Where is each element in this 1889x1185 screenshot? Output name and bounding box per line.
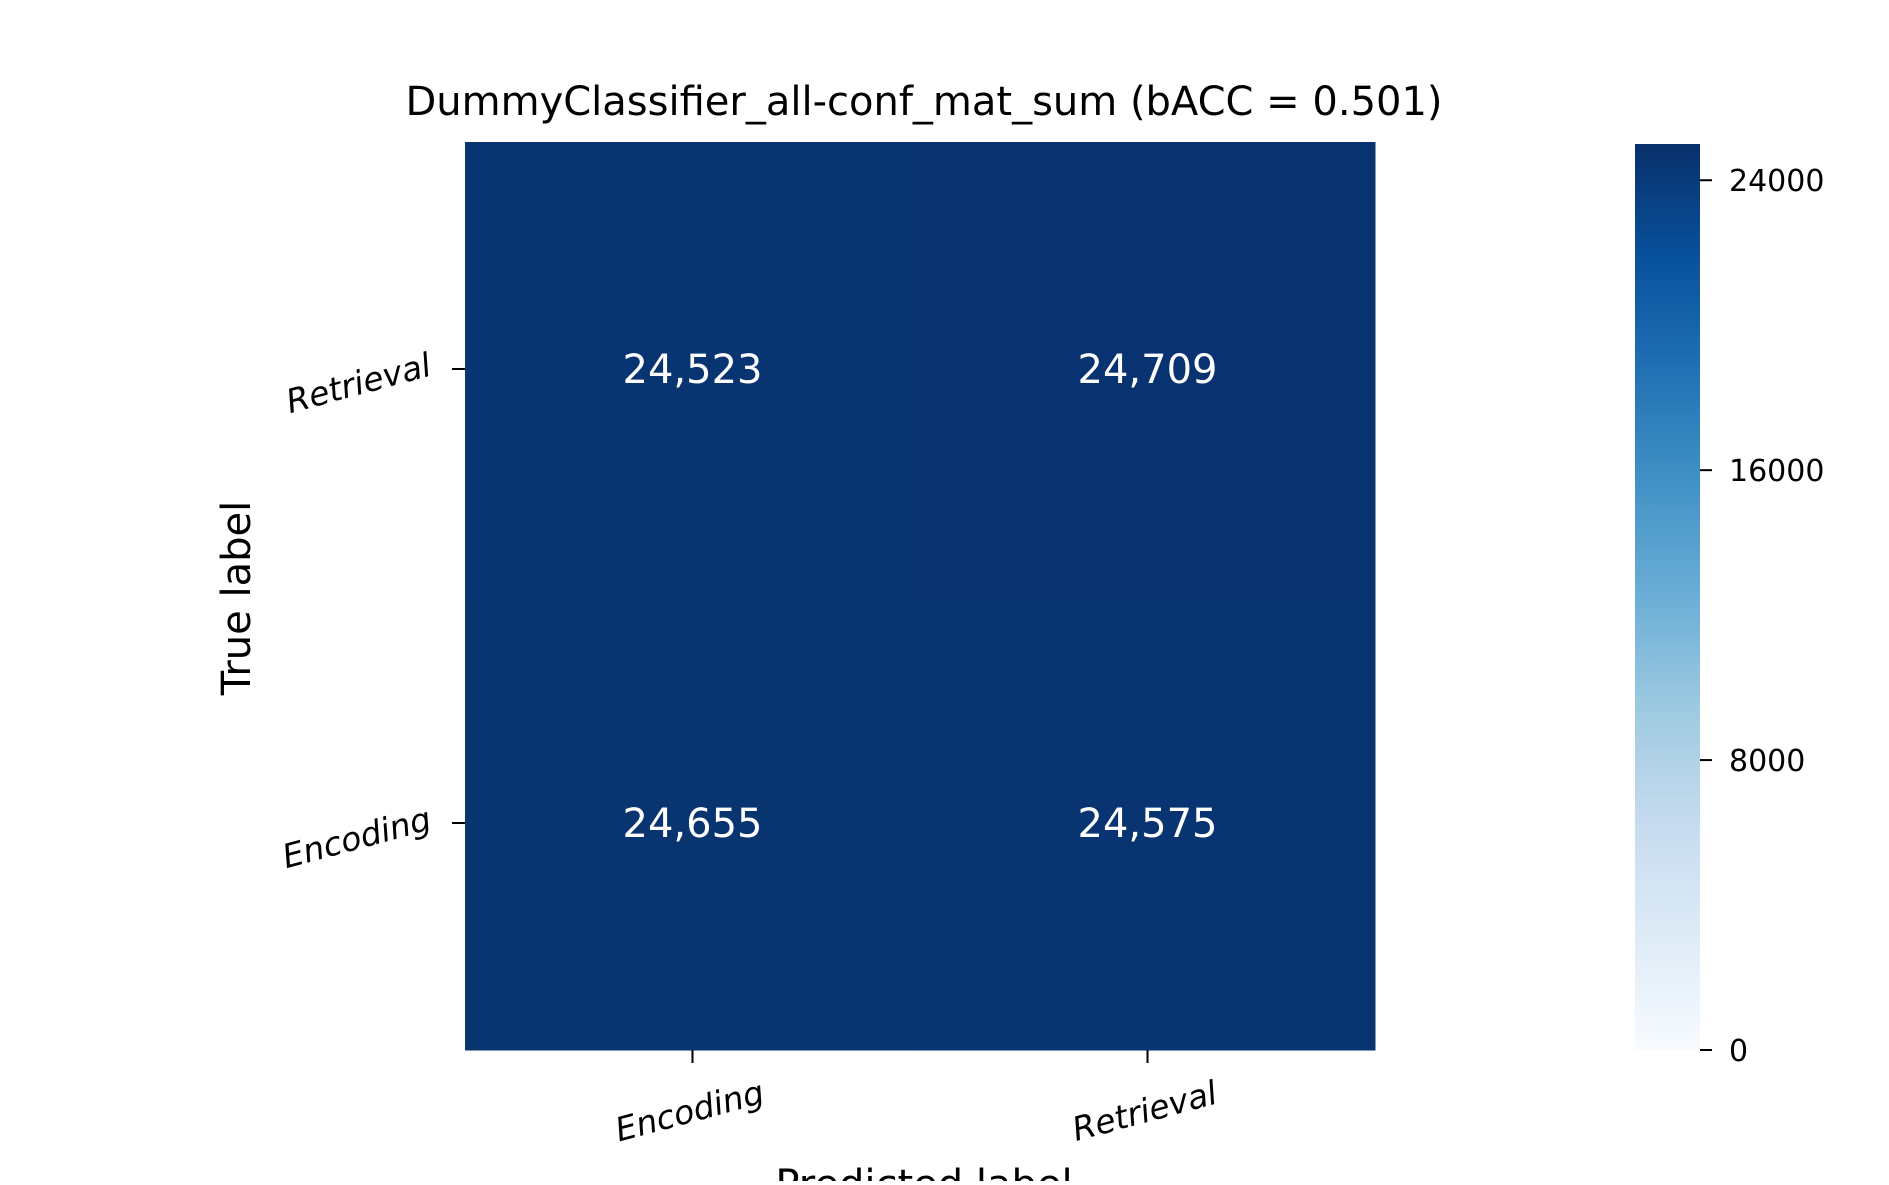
heatmap-cells	[465, 142, 1376, 1051]
x-axis-label: Predicted label	[775, 1162, 1072, 1181]
colorbar: 0 8000 16000 24000	[1635, 144, 1824, 1069]
colorbar-tick-label: 16000	[1729, 454, 1824, 489]
cell-value-label: 24,523	[623, 347, 763, 393]
colorbar-gradient	[1635, 144, 1700, 1050]
heatmap-cell	[465, 596, 921, 1051]
heatmap-cell	[465, 142, 921, 597]
x-tick-label: Encoding	[611, 1072, 768, 1149]
cell-value-label: 24,709	[1078, 347, 1218, 393]
colorbar-tick-label: 8000	[1729, 744, 1805, 779]
cell-value-label: 24,655	[623, 801, 763, 847]
heatmap-cell	[920, 596, 1376, 1051]
cell-value-label: 24,575	[1078, 801, 1218, 847]
heatmap-cell	[920, 142, 1376, 597]
colorbar-tick-label: 24000	[1729, 164, 1824, 199]
heatmap-cell-labels: 24,523 24,709 24,655 24,575	[623, 347, 1218, 847]
y-axis-label: True label	[214, 501, 260, 696]
colorbar-tick-label: 0	[1729, 1034, 1748, 1069]
x-tick-label: Retrieval	[1068, 1073, 1221, 1149]
y-tick-label: Encoding	[278, 799, 435, 876]
chart-title: DummyClassifier_all-conf_mat_sum (bACC =…	[405, 79, 1442, 125]
y-tick-label: Retrieval	[282, 345, 435, 421]
